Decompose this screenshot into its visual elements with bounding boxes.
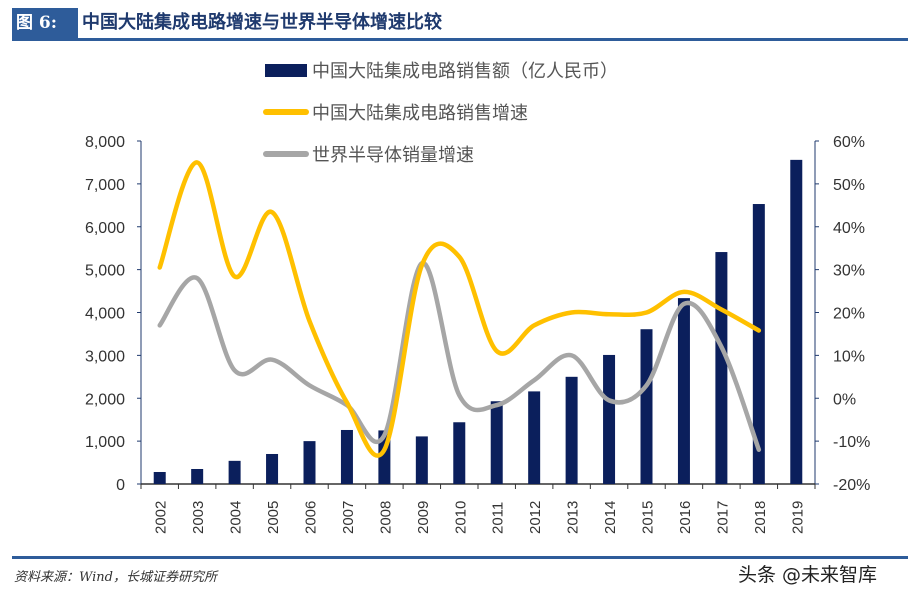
left-tick-label: 8,000 [85,134,125,151]
right-tick-label: -20% [833,477,870,494]
right-tick-label: 20% [833,306,865,323]
right-tick-label: 10% [833,348,865,365]
bar-2003 [191,468,204,484]
legend-label: 中国大陆集成电路销售额（亿人民币） [312,61,618,82]
bar-2014 [603,354,616,484]
x-tick-label: 2018 [752,501,769,534]
bar-2002 [153,471,166,484]
x-tick-label: 2006 [303,501,320,534]
x-tick-label: 2012 [527,501,544,534]
x-tick-label: 2011 [490,502,507,534]
series-line-2 [157,260,762,452]
bar-2007 [340,429,353,484]
x-tick-label: 2010 [452,501,469,534]
x-tick-label: 2003 [190,501,207,534]
legend-label: 中国大陆集成电路销售增速 [312,103,528,124]
x-tick-label: 2017 [714,501,731,534]
x-tick-label: 2016 [677,501,694,534]
bar-2013 [565,376,578,484]
left-tick-label: 0 [116,477,125,494]
x-tick-label: 2015 [640,501,657,534]
x-tick-label: 2002 [153,501,170,534]
left-tick-label: 6,000 [85,220,125,237]
x-tick-label: 2014 [602,501,619,534]
bar-2004 [228,460,241,484]
left-tick-label: 7,000 [85,177,125,194]
right-tick-label: 0% [833,391,856,408]
bar-2018 [752,204,765,484]
source-note: 资料来源：Wind，长城证券研究所 [14,570,217,585]
bar-2016 [677,298,690,484]
x-tick-label: 2009 [415,501,432,534]
bar-2019 [790,159,803,485]
bar-2009 [415,436,428,484]
figure-label: 图 6: [12,8,78,38]
bar-2006 [303,441,316,484]
bar-2017 [715,252,728,484]
x-tick-label: 2004 [228,501,245,534]
left-tick-label: 1,000 [85,434,125,451]
x-tick-label: 2013 [565,501,582,534]
figure-header: 图 6: 中国大陆集成电路增速与世界半导体增速比较 [12,8,908,41]
left-tick-label: 4,000 [85,306,125,323]
bar-2015 [640,329,653,484]
x-tick-label: 2007 [340,501,357,534]
series-line-1 [157,160,762,458]
footer-divider [12,556,908,559]
left-tick-label: 3,000 [85,348,125,365]
left-tick-label: 2,000 [85,391,125,408]
right-tick-label: 30% [833,263,865,280]
right-tick-label: 50% [833,177,865,194]
watermark: 头条 @未来智库 [738,564,878,586]
right-tick-label: 40% [833,220,865,237]
legend-label: 世界半导体销量增速 [312,145,474,166]
bar-2010 [453,422,466,484]
left-tick-label: 5,000 [85,263,125,280]
x-tick-label: 2008 [377,501,394,534]
x-tick-label: 2005 [265,501,282,534]
chart: 0 1,000 2,000 3,000 4,000 5,000 6,000 7,000 8,00… [85,61,870,534]
bar-2012 [528,391,541,484]
x-tick-label: 2019 [789,501,806,534]
right-tick-label: 60% [833,134,865,151]
legend-swatch-bar [265,64,307,77]
bar-2005 [266,453,279,484]
bar-2011 [490,401,503,484]
right-tick-label: -10% [833,434,870,451]
chart-title: 中国大陆集成电路增速与世界半导体增速比较 [82,12,442,33]
